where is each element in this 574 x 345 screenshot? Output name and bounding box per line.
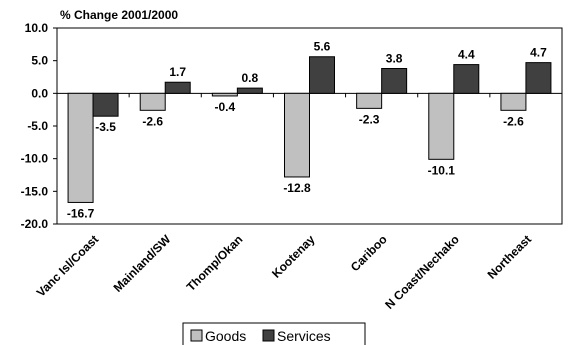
category-label: Northeast (485, 232, 535, 282)
legend-swatch (190, 329, 203, 342)
category-label: Cariboo (348, 232, 390, 274)
category-label: Mainland/SW (111, 232, 174, 295)
legend-label: Services (277, 328, 331, 344)
data-label-goods: -12.8 (283, 181, 311, 195)
bar-services (381, 68, 408, 94)
y-tick-label: 0.0 (31, 86, 48, 100)
data-label-goods: -2.6 (503, 114, 524, 128)
category-label: Vanc Isl/Coast (34, 232, 101, 299)
y-tick-label: -10.0 (21, 152, 49, 166)
data-label-services: 4.7 (530, 46, 547, 60)
data-label-goods: -0.4 (215, 100, 236, 114)
y-tick-label: -5.0 (27, 119, 48, 133)
category-label: Kootenay (269, 232, 318, 281)
data-label-goods: -16.7 (67, 206, 95, 220)
data-label-goods: -10.1 (428, 163, 456, 177)
category-label: N Coast/Nechako (382, 232, 462, 312)
bar-services (525, 62, 552, 94)
data-label-services: 4.4 (458, 48, 475, 62)
bar-goods (284, 92, 310, 178)
data-label-goods: -2.6 (142, 114, 163, 128)
legend: Goods Services (182, 322, 366, 345)
bar-goods (428, 92, 455, 160)
y-tick-label: 5.0 (31, 54, 48, 68)
bar-goods (211, 92, 238, 97)
bar-services (309, 56, 335, 94)
bar-services (453, 64, 480, 94)
bar-services (92, 92, 119, 117)
bar-goods (139, 92, 166, 111)
legend-label: Goods (205, 328, 246, 344)
data-label-services: 5.6 (314, 40, 331, 54)
plot-area: 10.0 5.0 0.0 -5.0 -10.0 -15.0 -20.0 -16.7 -3.5 Va… (21, 21, 563, 312)
chart-title: % Change 2001/2000 (60, 8, 178, 22)
y-tick-label: -15.0 (21, 184, 49, 198)
bar-services (164, 81, 191, 94)
bar-goods (356, 92, 383, 109)
category-label: Thomp/Okan (184, 232, 246, 294)
bar-services (236, 87, 263, 94)
y-tick-label: 10.0 (25, 21, 49, 35)
data-label-services: 3.8 (386, 52, 403, 66)
data-label-services: 1.7 (169, 65, 186, 79)
bar-goods (67, 92, 94, 203)
bar-goods (500, 92, 527, 111)
data-label-services: 0.8 (242, 71, 259, 85)
legend-swatch (262, 329, 275, 342)
y-tick-label: -20.0 (21, 217, 49, 231)
data-label-services: -3.5 (95, 120, 116, 134)
data-label-goods: -2.3 (359, 112, 380, 126)
